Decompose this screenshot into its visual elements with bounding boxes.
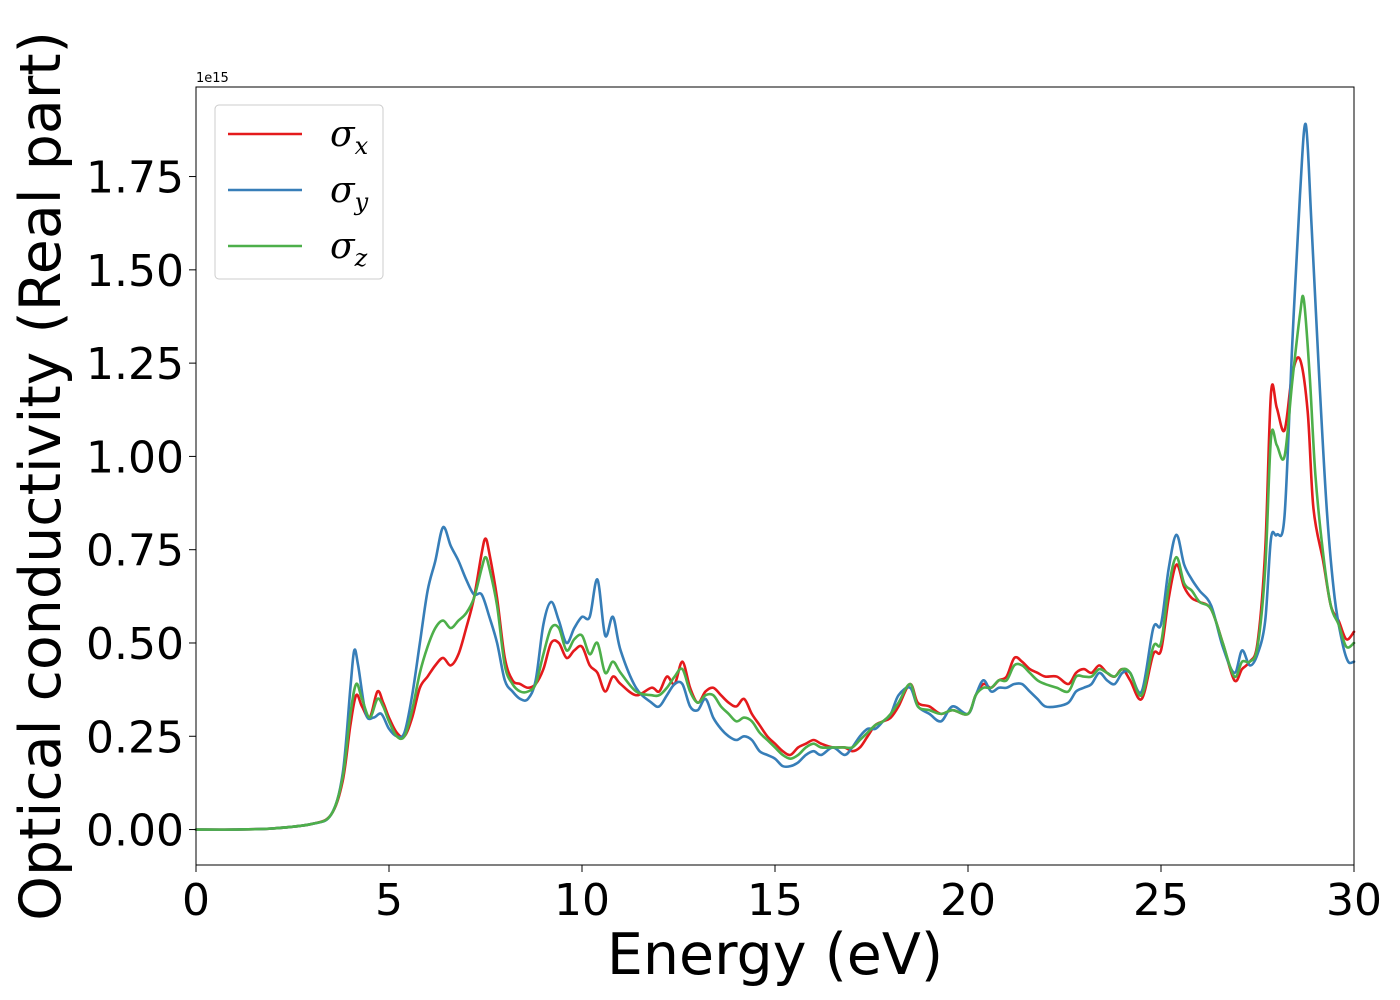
series-line-x: [194, 356, 1356, 831]
legend-label-y: σy: [330, 170, 369, 216]
x-tick-label: 5: [375, 875, 403, 926]
x-tick-label: 20: [940, 875, 996, 926]
y-tick-label: 0.25: [86, 712, 184, 763]
legend: σx σy σz: [214, 104, 384, 280]
x-tick-label: 25: [1133, 875, 1189, 926]
series-layer: [194, 122, 1356, 831]
plot-area: [196, 87, 1354, 865]
legend-box: [214, 104, 384, 280]
series-line-y: [194, 122, 1356, 831]
y-tick-label: 1.25: [86, 339, 184, 390]
y-axis-label: Optical conductivity (Real part): [8, 31, 74, 921]
x-tick-label: 15: [747, 875, 803, 926]
x-axis-label: Energy (eV): [607, 922, 943, 988]
legend-label-z: σz: [330, 226, 368, 272]
legend-label-x: σx: [330, 114, 369, 160]
y-tick-label: 1.00: [86, 432, 184, 483]
series-line-z: [194, 294, 1356, 831]
legend-entries: σx σy σz: [228, 114, 369, 272]
y-tick-label: 1.75: [86, 153, 184, 204]
y-offset-text: 1e15: [196, 71, 229, 86]
y-tick-label: 0.00: [86, 806, 184, 857]
y-tick-label: 1.50: [86, 246, 184, 297]
x-tick-label: 30: [1326, 875, 1382, 926]
x-axis-ticks: 0 5 10 15 20 25 30: [182, 865, 1382, 926]
x-tick-label: 0: [182, 875, 210, 926]
x-tick-label: 10: [554, 875, 610, 926]
y-axis-ticks: 0.00 0.25 0.50 0.75 1.00 1.25 1.50 1.75: [86, 153, 196, 857]
y-tick-label: 0.75: [86, 526, 184, 577]
y-tick-label: 0.50: [86, 619, 184, 670]
